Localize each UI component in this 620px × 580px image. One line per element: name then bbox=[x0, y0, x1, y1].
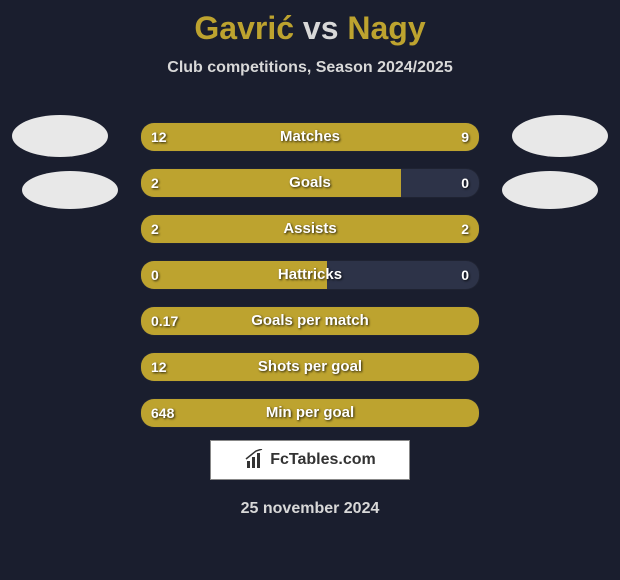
bar-value-right: 2 bbox=[461, 215, 469, 243]
bar-value-right: 0 bbox=[461, 169, 469, 197]
logo-text: FcTables.com bbox=[270, 451, 376, 469]
stat-row: Min per goal648 bbox=[140, 398, 480, 428]
bar-left-fill bbox=[141, 399, 479, 427]
bar-value-left: 2 bbox=[151, 169, 159, 197]
bar-value-left: 648 bbox=[151, 399, 174, 427]
bar-left-fill bbox=[141, 169, 401, 197]
bar-left-fill bbox=[141, 353, 479, 381]
bar-value-right: 9 bbox=[461, 123, 469, 151]
stat-row: Goals per match0.17 bbox=[140, 306, 480, 336]
player1-avatar bbox=[12, 115, 108, 157]
stat-row: Shots per goal12 bbox=[140, 352, 480, 382]
bar-value-right: 0 bbox=[461, 261, 469, 289]
stat-row: Goals20 bbox=[140, 168, 480, 198]
stat-row: Hattricks00 bbox=[140, 260, 480, 290]
page-title: Gavrić vs Nagy bbox=[0, 0, 620, 47]
bar-right-fill bbox=[310, 215, 479, 243]
source-logo: FcTables.com bbox=[210, 440, 410, 480]
date-label: 25 november 2024 bbox=[0, 500, 620, 518]
bar-value-left: 2 bbox=[151, 215, 159, 243]
stat-bars: Matches129Goals20Assists22Hattricks00Goa… bbox=[140, 122, 480, 444]
bar-value-left: 12 bbox=[151, 353, 167, 381]
bar-right-fill bbox=[334, 123, 479, 151]
player2-name: Nagy bbox=[347, 10, 425, 46]
player2-club-badge bbox=[502, 171, 598, 209]
bar-left-fill bbox=[141, 307, 479, 335]
bar-left-fill bbox=[141, 215, 310, 243]
bar-left-fill bbox=[141, 123, 334, 151]
bar-value-left: 0 bbox=[151, 261, 159, 289]
bar-value-left: 12 bbox=[151, 123, 167, 151]
player1-club-badge bbox=[22, 171, 118, 209]
bar-value-left: 0.17 bbox=[151, 307, 178, 335]
bar-left-fill bbox=[141, 261, 327, 289]
vs-text: vs bbox=[303, 10, 339, 46]
stat-row: Matches129 bbox=[140, 122, 480, 152]
chart-icon bbox=[244, 449, 266, 471]
player2-avatar bbox=[512, 115, 608, 157]
subtitle: Club competitions, Season 2024/2025 bbox=[0, 59, 620, 77]
player1-name: Gavrić bbox=[194, 10, 294, 46]
stat-row: Assists22 bbox=[140, 214, 480, 244]
